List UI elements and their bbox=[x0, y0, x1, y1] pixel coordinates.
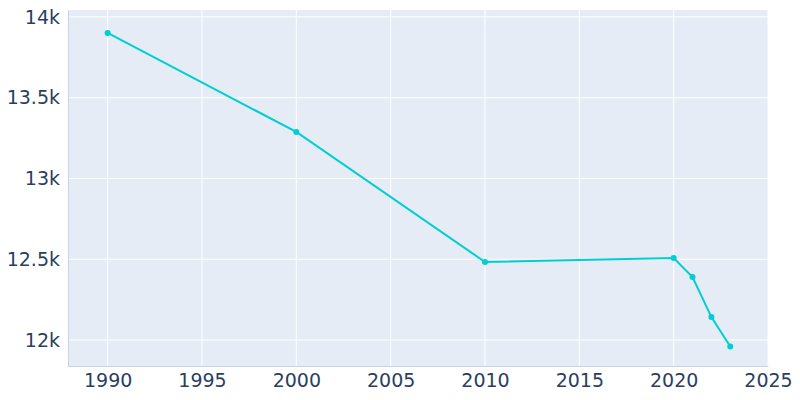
x-grid-line bbox=[579, 10, 580, 366]
point bbox=[671, 255, 677, 261]
y-tick-label: 13k bbox=[25, 167, 60, 189]
x-grid-line bbox=[484, 10, 485, 366]
y-grid-line bbox=[68, 16, 768, 17]
x-tick: 1995 bbox=[178, 366, 226, 391]
x-tick: 2000 bbox=[273, 366, 321, 391]
y-tick-label: 12k bbox=[25, 329, 60, 351]
chart: 1990 1995 2000 2005 2010 2015 2020 2025 12k 12.5k… bbox=[0, 0, 800, 400]
y-tick: 13k bbox=[25, 167, 68, 189]
x-tick-label: 2005 bbox=[367, 369, 415, 391]
x-grid-line bbox=[201, 10, 202, 366]
x-tick-label: 2010 bbox=[461, 369, 509, 391]
x-axis: 1990 1995 2000 2005 2010 2015 2020 2025 bbox=[69, 366, 793, 391]
point bbox=[293, 129, 299, 135]
x-grid-line bbox=[768, 10, 769, 366]
point bbox=[708, 314, 714, 320]
y-grid-line bbox=[68, 97, 768, 98]
x-tick: 1990 bbox=[84, 366, 132, 391]
x-tick-label: 2015 bbox=[556, 369, 604, 391]
point bbox=[482, 259, 488, 265]
x-tick: 2010 bbox=[461, 366, 509, 391]
y-tick-label: 14k bbox=[25, 6, 60, 28]
x-tick-label: 1995 bbox=[178, 369, 226, 391]
line bbox=[108, 33, 731, 347]
y-grid-line bbox=[68, 178, 768, 179]
x-tick-label: 2000 bbox=[273, 369, 321, 391]
x-grid-line bbox=[673, 10, 674, 366]
x-tick: 2015 bbox=[556, 366, 604, 391]
axis-line bbox=[69, 366, 769, 367]
plot: 1990 1995 2000 2005 2010 2015 2020 2025 12k 12.5k… bbox=[7, 6, 793, 392]
x-grid-line bbox=[296, 10, 297, 366]
x-tick: 2025 bbox=[744, 366, 792, 391]
point bbox=[690, 274, 696, 280]
x-tick: 2005 bbox=[367, 366, 415, 391]
x-tick-label: 1990 bbox=[84, 369, 132, 391]
y-axis: 12k 12.5k 13k 13.5k 14k bbox=[7, 6, 69, 367]
y-tick: 14k bbox=[25, 6, 68, 28]
y-tick-label: 12.5k bbox=[7, 248, 60, 270]
y-tick-label: 13.5k bbox=[7, 86, 60, 108]
x-grid-line bbox=[390, 10, 391, 366]
x-tick-label: 2020 bbox=[650, 369, 698, 391]
y-tick: 12k bbox=[25, 329, 68, 351]
x-tick: 2020 bbox=[650, 366, 698, 391]
series bbox=[105, 30, 734, 350]
y-tick: 13.5k bbox=[7, 86, 68, 108]
y-tick: 12.5k bbox=[7, 248, 68, 270]
point bbox=[105, 30, 111, 36]
x-tick-label: 2025 bbox=[744, 369, 792, 391]
x-grid-line bbox=[107, 10, 108, 366]
grid bbox=[68, 10, 768, 366]
y-grid-line bbox=[68, 339, 768, 340]
point bbox=[727, 343, 733, 349]
plot-background bbox=[68, 10, 768, 366]
axis-line bbox=[68, 11, 69, 367]
